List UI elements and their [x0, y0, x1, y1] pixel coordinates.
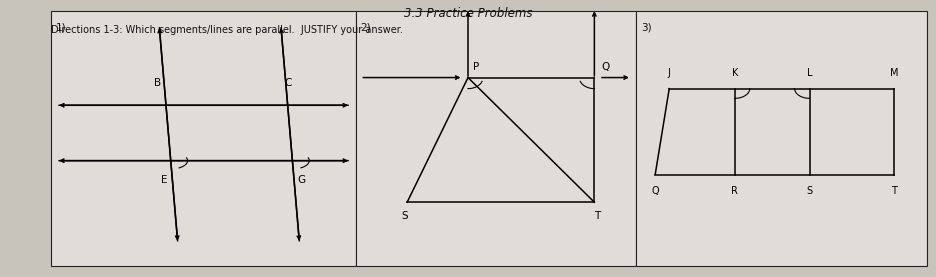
Text: Q: Q: [651, 186, 659, 196]
Text: M: M: [889, 68, 899, 78]
Text: T: T: [891, 186, 897, 196]
Text: E: E: [161, 175, 168, 185]
Text: 3): 3): [641, 22, 651, 32]
Text: J: J: [667, 68, 671, 78]
Text: G: G: [297, 175, 305, 185]
Text: S: S: [401, 211, 408, 220]
Text: R: R: [731, 186, 739, 196]
Text: 2): 2): [360, 22, 371, 32]
Text: C: C: [285, 78, 292, 88]
Text: L: L: [807, 68, 812, 78]
Text: Directions 1-3: Which segments/lines are parallel.  JUSTIFY your answer.: Directions 1-3: Which segments/lines are…: [51, 25, 403, 35]
Text: K: K: [732, 68, 738, 78]
Text: B: B: [154, 78, 161, 88]
Text: 1): 1): [56, 22, 66, 32]
Bar: [51, 11, 356, 266]
Text: T: T: [594, 211, 600, 220]
Text: 3.3 Practice Problems: 3.3 Practice Problems: [403, 7, 533, 20]
Bar: [356, 11, 636, 266]
Text: P: P: [473, 62, 479, 72]
Text: S: S: [807, 186, 812, 196]
Text: Q: Q: [602, 62, 610, 72]
Bar: [636, 11, 927, 266]
